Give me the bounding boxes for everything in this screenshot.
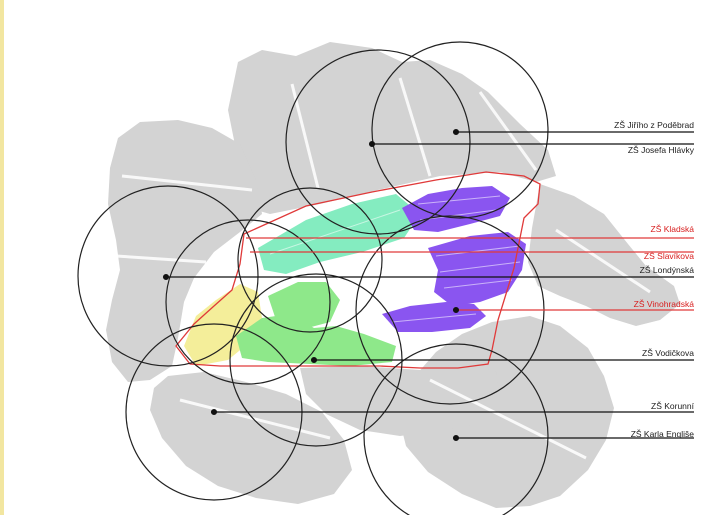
street-line-3 (290, 83, 320, 189)
street-line-4 (398, 77, 432, 177)
zone-cyan-green (258, 194, 420, 274)
school-label: ZŠ Josefa Hlávky (628, 145, 695, 155)
street-line-2 (115, 254, 207, 264)
street-line-6 (429, 378, 587, 460)
base-map-east-block (528, 184, 680, 326)
catchment-circle (165, 219, 331, 385)
school-label: ZŠ Vodičkova (642, 348, 694, 358)
school-label: ZŠ Vinohradská (634, 299, 695, 309)
catchment-circle (285, 49, 471, 235)
street-line-5 (179, 398, 331, 440)
base-map-north-block (228, 42, 556, 214)
street-line-1 (121, 174, 253, 192)
left-edge-strip (0, 0, 4, 515)
catchment-circle (237, 187, 383, 333)
school-label: ZŠ Kladská (651, 224, 695, 234)
leader-dot (210, 408, 218, 416)
school-label: ZŠ Londýnská (640, 265, 695, 275)
hatch-line-4 (439, 261, 521, 273)
leader-dot (452, 434, 460, 442)
base-map-central-south (300, 362, 500, 436)
catchment-circle (371, 41, 549, 219)
leader-dot (310, 356, 318, 364)
hatch-line-1 (417, 195, 501, 205)
catchment-zones (184, 186, 526, 366)
hatch-line-7 (269, 209, 401, 255)
leader-dot (452, 306, 460, 314)
zone-hatching (269, 195, 521, 323)
catchment-circle (77, 185, 259, 367)
leader-dot (368, 140, 376, 148)
hatch-line-3 (435, 245, 521, 257)
street-line-7 (555, 228, 651, 294)
catchment-circle (363, 343, 549, 515)
zone-green-lower (236, 314, 396, 366)
leader-dot (452, 128, 460, 136)
school-label: ZŠ Jiřího z Poděbrad (614, 120, 694, 130)
hatch-line-2 (419, 209, 497, 221)
school-label: ZŠ Slavíkova (644, 251, 694, 261)
school-label: ZŠ Karla Engliše (631, 429, 695, 439)
leader-dot (162, 273, 170, 281)
street-gaps (115, 77, 651, 460)
street-line-8 (478, 91, 538, 171)
hatch-line-5 (443, 279, 513, 289)
school-labels: ZŠ Jiřího z Poděbrad ZŠ Josefa Hlávky ZŠ K… (614, 120, 695, 439)
school-label: ZŠ Korunní (651, 401, 695, 411)
hatch-line-6 (391, 313, 477, 323)
leader-lines (162, 128, 694, 442)
district-boundary (175, 171, 541, 369)
